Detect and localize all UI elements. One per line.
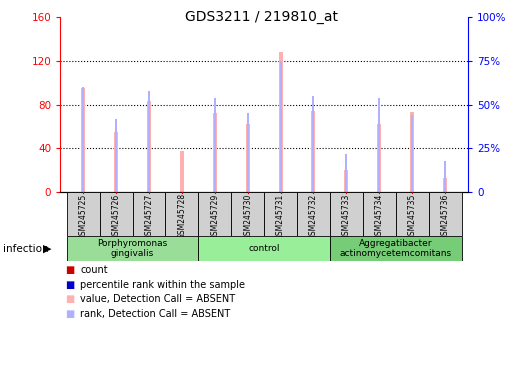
Bar (429, 192, 461, 236)
Bar (443, 178, 447, 192)
Text: GSM245731: GSM245731 (276, 193, 285, 240)
Bar (214, 98, 216, 192)
Bar (99, 192, 132, 236)
Bar (264, 192, 297, 236)
Bar (147, 101, 151, 192)
Text: GSM245729: GSM245729 (210, 193, 219, 240)
Bar (330, 192, 363, 236)
Bar (297, 192, 330, 236)
Text: GSM245735: GSM245735 (407, 193, 417, 240)
Bar (246, 124, 249, 192)
Bar (363, 192, 396, 236)
Text: GSM245728: GSM245728 (177, 193, 186, 240)
Bar (148, 91, 150, 192)
Bar (344, 170, 348, 192)
Text: GSM245725: GSM245725 (78, 193, 88, 240)
Bar (396, 192, 429, 236)
Text: count: count (80, 265, 108, 275)
Bar (198, 236, 330, 261)
Bar (444, 161, 446, 192)
Text: ■: ■ (65, 280, 75, 290)
Text: ■: ■ (65, 309, 75, 319)
Text: GSM245736: GSM245736 (440, 193, 450, 240)
Text: ▶: ▶ (43, 243, 52, 254)
Text: control: control (248, 244, 280, 253)
Text: Aggregatibacter
actinomycetemcomitans: Aggregatibacter actinomycetemcomitans (339, 239, 452, 258)
Text: ■: ■ (65, 294, 75, 304)
Text: GSM245732: GSM245732 (309, 193, 318, 240)
Text: percentile rank within the sample: percentile rank within the sample (80, 280, 245, 290)
Bar (312, 111, 315, 192)
Bar (312, 96, 314, 192)
Bar (377, 124, 381, 192)
Bar (67, 192, 99, 236)
Bar (180, 151, 184, 192)
Bar (81, 88, 85, 192)
Text: GSM245730: GSM245730 (243, 193, 252, 240)
Bar (330, 236, 461, 261)
Bar (378, 98, 380, 192)
Bar (115, 119, 117, 192)
Bar (410, 112, 414, 192)
Text: value, Detection Call = ABSENT: value, Detection Call = ABSENT (80, 294, 235, 304)
Bar (280, 61, 281, 192)
Text: ■: ■ (65, 265, 75, 275)
Bar (67, 236, 198, 261)
Bar (411, 115, 413, 192)
Bar (114, 132, 118, 192)
Bar (198, 192, 231, 236)
Text: GDS3211 / 219810_at: GDS3211 / 219810_at (185, 10, 338, 23)
Text: GSM245727: GSM245727 (144, 193, 153, 240)
Bar (279, 52, 282, 192)
Bar (165, 192, 198, 236)
Text: GSM245733: GSM245733 (342, 193, 351, 240)
Text: infection: infection (3, 243, 48, 254)
Bar (231, 192, 264, 236)
Bar (132, 192, 165, 236)
Text: rank, Detection Call = ABSENT: rank, Detection Call = ABSENT (80, 309, 230, 319)
Bar (213, 113, 217, 192)
Bar (247, 113, 248, 192)
Text: GSM245726: GSM245726 (111, 193, 121, 240)
Bar (345, 154, 347, 192)
Text: GSM245734: GSM245734 (375, 193, 384, 240)
Bar (82, 87, 84, 192)
Text: Porphyromonas
gingivalis: Porphyromonas gingivalis (97, 239, 168, 258)
